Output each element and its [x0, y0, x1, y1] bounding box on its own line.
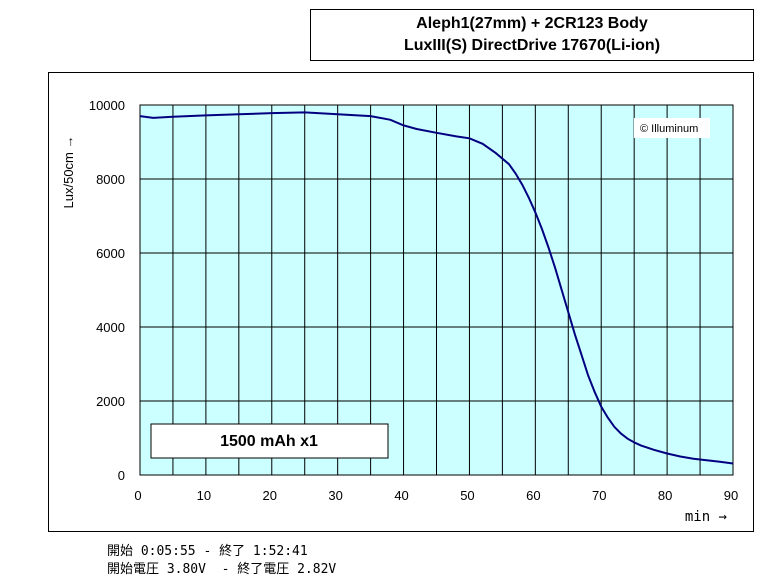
footer-time-range: 開始 0:05:55 - 終了 1:52:41 — [107, 544, 308, 559]
annotation-text: 1500 mAh x1 — [220, 433, 318, 450]
x-tick-label: 10 — [197, 488, 211, 503]
y-tick-label: 4000 — [96, 320, 125, 335]
annotation-box: 1500 mAh x1 — [150, 423, 389, 459]
watermark: © Illuminum — [634, 118, 710, 138]
x-tick-label: 30 — [328, 488, 342, 503]
x-tick-label: 90 — [724, 488, 738, 503]
chart-title-line-2: LuxIII(S) DirectDrive 17670(Li-ion) — [403, 37, 661, 54]
x-tick-label: 20 — [263, 488, 277, 503]
chart-title-line-1: Aleph1(27mm) + 2CR123 Body — [416, 15, 648, 32]
x-tick-label: 80 — [658, 488, 672, 503]
series-line — [139, 111, 734, 465]
grid-lines — [140, 105, 733, 475]
x-tick-label: 70 — [592, 488, 606, 503]
y-tick-label: 2000 — [96, 394, 125, 409]
x-tick-label: 40 — [394, 488, 408, 503]
y-tick-label: 8000 — [96, 172, 125, 187]
y-tick-label: 0 — [118, 468, 125, 483]
y-tick-label: 10000 — [89, 98, 125, 113]
chart-title-box: Aleph1(27mm) + 2CR123 Body LuxIII(S) Dir… — [310, 9, 754, 61]
x-tick-label: 60 — [526, 488, 540, 503]
x-axis-label: min → — [685, 509, 727, 525]
x-tick-label: 50 — [460, 488, 474, 503]
watermark-text: © Illuminum — [640, 123, 698, 135]
plot-border — [139, 104, 734, 476]
x-tick-labels: 0 10 20 30 40 50 60 70 80 90 — [134, 488, 738, 503]
footer-voltage-range: 開始電圧 3.80V - 終了電圧 2.82V — [107, 562, 337, 577]
y-tick-labels: 0 2000 4000 6000 8000 10000 — [89, 98, 125, 483]
y-tick-label: 6000 — [96, 246, 125, 261]
y-axis-label: Lux/50cm → — [61, 136, 76, 209]
x-tick-label: 0 — [134, 488, 141, 503]
